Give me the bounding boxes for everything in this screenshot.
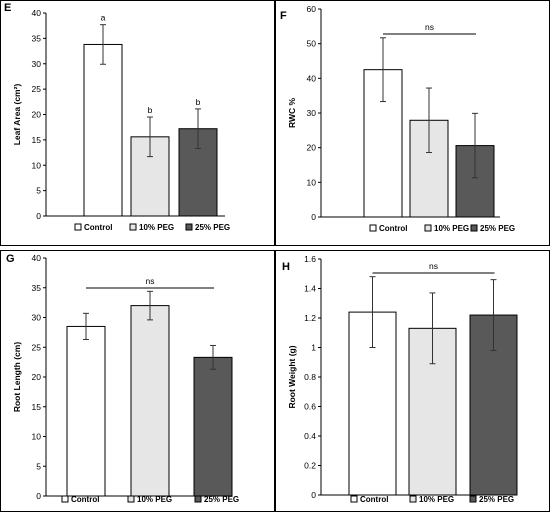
panel-f: F 0 10 20 30 40 50 60 RWC % ns Control 10% PEG 25% P…	[275, 0, 550, 246]
ns-label: ns	[425, 22, 434, 32]
legend-label: 10% PEG	[139, 223, 174, 232]
y-tick-label: 0	[311, 212, 316, 222]
y-tick-label: 1.4	[304, 284, 316, 294]
legend-swatch	[350, 495, 358, 503]
y-tick-label: 0	[36, 211, 41, 221]
legend-swatch	[127, 495, 135, 503]
legend-swatch	[61, 495, 69, 503]
y-axis-label: Leaf Area (cm²)	[12, 84, 22, 146]
y-tick-label: 35	[32, 33, 42, 43]
panel-label: F	[280, 10, 287, 22]
legend-label: 10% PEG	[434, 224, 469, 233]
panel-label: G	[6, 253, 15, 265]
y-tick-label: 40	[32, 8, 42, 18]
y-tick-label: 20	[32, 110, 42, 120]
y-tick-label: 25	[32, 84, 42, 94]
legend-swatch	[129, 223, 137, 231]
legend-label: Control	[84, 223, 112, 232]
y-tick-label: 0	[36, 491, 41, 501]
panel-frame	[0, 0, 275, 246]
significance-letter: b	[196, 97, 201, 107]
legend-label: 25% PEG	[204, 495, 239, 504]
y-axis-label: Root Weight (g)	[287, 345, 297, 408]
panel-g: G 0 5 10 15 20 25 30 35 40 Root Length (cm) ns Contr…	[0, 250, 275, 512]
legend-label: 25% PEG	[480, 224, 515, 233]
ns-label: ns	[429, 261, 438, 271]
y-tick-label: 15	[32, 402, 42, 412]
y-tick-label: 10	[32, 160, 42, 170]
y-tick-label: 20	[32, 372, 42, 382]
y-tick-label: 60	[307, 4, 317, 14]
legend-swatch	[74, 223, 82, 231]
y-tick-label: 1.2	[304, 313, 316, 323]
legend-swatch	[409, 495, 417, 503]
y-tick-label: 1.6	[304, 254, 316, 264]
chart-f: F 0 10 20 30 40 50 60 RWC % ns Control 10% PEG 25% P…	[275, 0, 550, 246]
y-tick-label: 20	[307, 143, 317, 153]
y-tick-label: 10	[307, 177, 317, 187]
y-tick-label: 25	[32, 342, 42, 352]
y-tick-label: 0.2	[304, 461, 316, 471]
legend-label: 25% PEG	[195, 223, 230, 232]
y-tick-label: 10	[32, 432, 42, 442]
legend-swatch	[470, 224, 478, 232]
bar-control	[66, 325, 106, 497]
y-axis-label: RWC %	[287, 98, 297, 129]
y-tick-label: 40	[307, 73, 317, 83]
legend-swatch	[194, 495, 202, 503]
chart-e: E 0 5 10 15 20 25 30 35 40 Leaf Area (cm²) a b b Contr…	[0, 0, 275, 246]
legend-label: 25% PEG	[479, 495, 514, 504]
y-tick-label: 0.4	[304, 431, 316, 441]
bar-25-peg	[193, 356, 233, 497]
ns-label: ns	[146, 276, 155, 286]
bar-control	[83, 43, 123, 217]
legend-swatch	[424, 224, 432, 232]
significance-letter: b	[148, 105, 153, 115]
y-tick-label: 1	[311, 343, 316, 353]
y-tick-label: 15	[32, 135, 42, 145]
bar-10-peg	[130, 305, 170, 497]
y-tick-label: 5	[36, 186, 41, 196]
y-tick-label: 30	[32, 59, 42, 69]
y-tick-label: 40	[32, 253, 42, 263]
y-tick-label: 30	[307, 108, 317, 118]
significance-letter: a	[101, 13, 106, 23]
legend-label: 10% PEG	[137, 495, 172, 504]
chart-g: G 0 5 10 15 20 25 30 35 40 Root Length (cm) ns Contr…	[0, 250, 275, 512]
panel-e: E 0 5 10 15 20 25 30 35 40 Leaf Area (cm²) a b b Contr…	[0, 0, 275, 246]
y-tick-label: 50	[307, 39, 317, 49]
panel-h: H 0 0.2 0.4 0.6 0.8 1 1.2 1.4 1.6 Root Weight (g) n…	[275, 250, 550, 512]
y-tick-label: 0.6	[304, 402, 316, 412]
chart-h: H 0 0.2 0.4 0.6 0.8 1 1.2 1.4 1.6 Root Weight (g) n…	[275, 250, 550, 512]
legend-label: Control	[71, 495, 99, 504]
y-tick-label: 30	[32, 313, 42, 323]
legend-swatch	[185, 223, 193, 231]
legend-label: Control	[360, 495, 388, 504]
y-tick-label: 35	[32, 283, 42, 293]
panel-label: E	[4, 2, 11, 14]
y-tick-label: 5	[36, 461, 41, 471]
panel-label: H	[282, 261, 290, 273]
y-axis-label: Root Length (cm)	[12, 342, 22, 413]
y-tick-label: 0	[311, 490, 316, 500]
legend-swatch	[369, 224, 377, 232]
legend-label: Control	[379, 224, 407, 233]
legend-label: 10% PEG	[419, 495, 454, 504]
y-tick-label: 0.8	[304, 372, 316, 382]
legend-swatch	[469, 495, 477, 503]
